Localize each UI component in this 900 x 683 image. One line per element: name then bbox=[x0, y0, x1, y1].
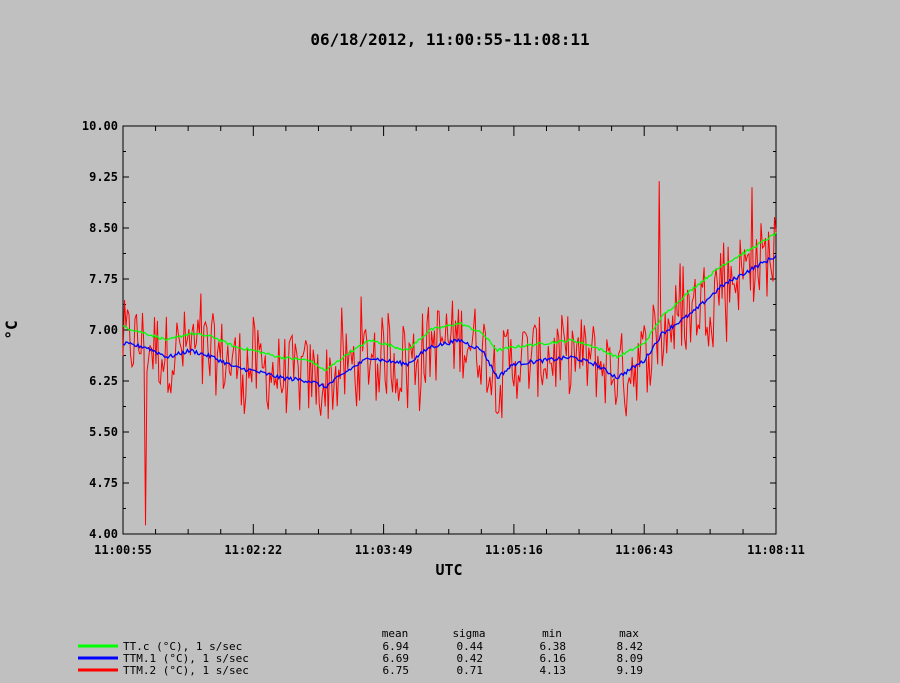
stats-header-sigma: sigma bbox=[452, 627, 485, 640]
y-tick-label: 7.00 bbox=[89, 323, 118, 337]
stats-value: 8.09 bbox=[617, 652, 644, 665]
x-tick-label: 11:08:11 bbox=[747, 543, 805, 557]
legend: mean sigma min max TT.c (°C), 1 s/sec 6.94 0.4… bbox=[78, 627, 643, 677]
y-tick-label: 7.75 bbox=[89, 272, 118, 286]
x-tick-label: 11:06:43 bbox=[615, 543, 673, 557]
y-tick-label: 8.50 bbox=[89, 221, 118, 235]
legend-label: TTM.2 (°C), 1 s/sec bbox=[123, 664, 249, 677]
plot-frame bbox=[122, 125, 777, 535]
x-tick-label: 11:03:49 bbox=[355, 543, 413, 557]
y-axis-label: °C bbox=[2, 320, 21, 339]
stats-value: 6.75 bbox=[383, 664, 410, 677]
stats-value: 6.69 bbox=[383, 652, 410, 665]
y-tick-label: 9.25 bbox=[89, 170, 118, 184]
stats-value: 9.19 bbox=[617, 664, 644, 677]
stats-header-min: min bbox=[542, 627, 562, 640]
y-tick-label: 4.75 bbox=[89, 476, 118, 490]
legend-label: TT.c (°C), 1 s/sec bbox=[123, 640, 242, 653]
y-tick-label: 5.50 bbox=[89, 425, 118, 439]
stats-value: 0.71 bbox=[457, 664, 484, 677]
stats-value: 6.16 bbox=[540, 652, 567, 665]
y-tick-label: 6.25 bbox=[89, 374, 118, 388]
stats-value: 0.44 bbox=[457, 640, 484, 653]
stats-value: 8.42 bbox=[617, 640, 644, 653]
x-tick-label: 11:05:16 bbox=[485, 543, 543, 557]
series-ttc-line bbox=[122, 231, 777, 372]
stats-value: 4.13 bbox=[540, 664, 567, 677]
series-ttm2-line bbox=[122, 181, 777, 526]
x-axis-label: UTC bbox=[435, 561, 462, 579]
stats-value: 6.94 bbox=[383, 640, 410, 653]
y-tick-label: 4.00 bbox=[89, 527, 118, 541]
stats-value: 6.38 bbox=[540, 640, 567, 653]
stats-header-mean: mean bbox=[382, 627, 409, 640]
stats-header-max: max bbox=[619, 627, 639, 640]
series-ttm1-line bbox=[122, 254, 777, 389]
legend-label: TTM.1 (°C), 1 s/sec bbox=[123, 652, 249, 665]
chart-title: 06/18/2012, 11:00:55-11:08:11 bbox=[310, 30, 589, 49]
x-tick-label: 11:00:55 bbox=[94, 543, 152, 557]
stats-value: 0.42 bbox=[457, 652, 484, 665]
x-tick-label: 11:02:22 bbox=[224, 543, 282, 557]
plot-area: 4.00 4.75 5.50 6.25 7.00 7.75 8.50 9.25 10.00 11:… bbox=[82, 119, 805, 557]
y-tick-label: 10.00 bbox=[82, 119, 118, 133]
